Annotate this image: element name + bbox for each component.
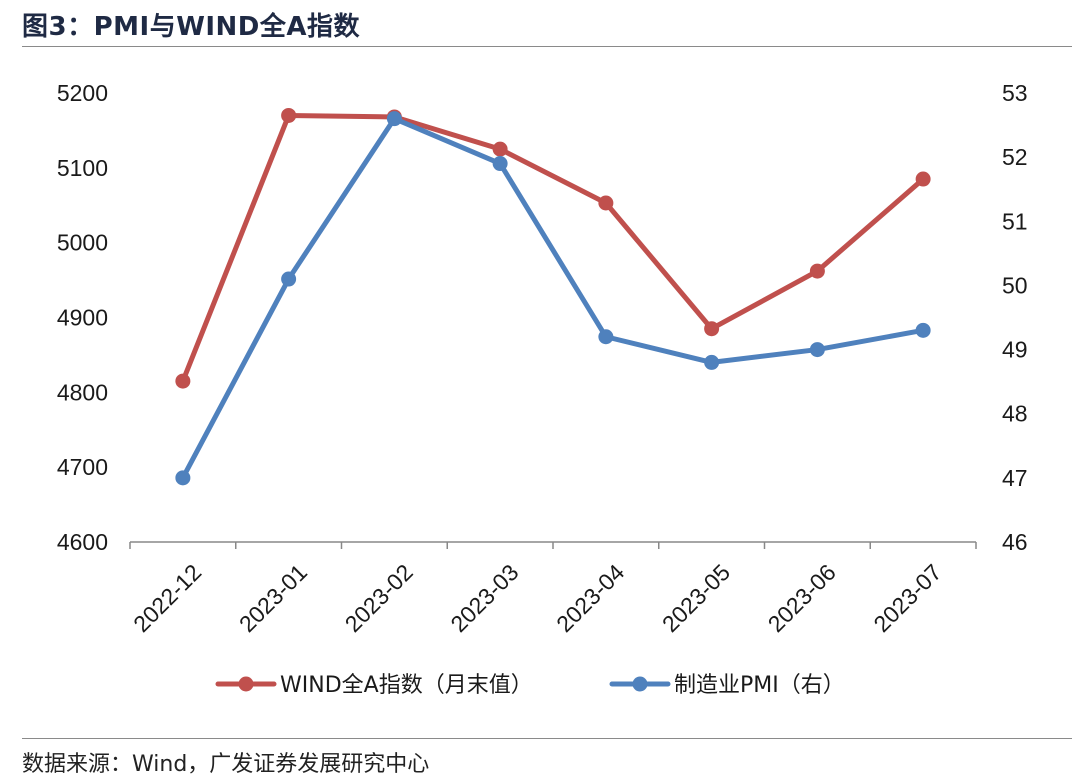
series-line-wind <box>180 112 926 384</box>
axes-group: 2022-12 2023-01 2023-02 2023-03 2023-04 2023-… <box>57 80 1028 637</box>
data-point-wind <box>281 107 297 123</box>
y-right-tick-label: 49 <box>1002 337 1028 363</box>
y-left-tick-label: 4900 <box>57 305 108 331</box>
legend-label: 制造业PMI（右） <box>674 673 845 698</box>
y-right-tick-label: 50 <box>1002 272 1028 298</box>
data-point-pmi <box>598 329 614 345</box>
data-point-pmi <box>809 342 825 358</box>
data-point-wind <box>704 321 720 337</box>
legend: WIND全A指数（月末值） 制造业PMI（右） <box>215 673 845 698</box>
data-point-pmi <box>704 354 720 370</box>
data-point-wind <box>915 171 931 187</box>
x-tick-label: 2023-03 <box>445 559 523 637</box>
data-point-wind <box>492 141 508 157</box>
y-right-tick-label: 48 <box>1002 401 1028 427</box>
y-left-tick-label: 5200 <box>57 80 108 106</box>
data-point-wind <box>809 263 825 279</box>
y-right-tick-label: 51 <box>1002 208 1028 234</box>
y-left-tick-label: 5000 <box>57 230 108 256</box>
data-point-wind <box>598 195 614 211</box>
series-lines <box>175 107 931 486</box>
figure-title: 图3：PMI与WIND全A指数 <box>22 12 361 42</box>
legend-swatch-marker <box>632 676 648 692</box>
series-line-pmi <box>180 116 926 481</box>
data-point-pmi <box>915 322 931 338</box>
y-right-tick-label: 46 <box>1002 529 1028 555</box>
data-point-pmi <box>492 156 508 172</box>
y-left-tick-label: 4700 <box>57 454 108 480</box>
legend-swatch-marker <box>238 676 254 692</box>
x-tick-label: 2023-01 <box>234 559 312 637</box>
x-tick-label: 2023-07 <box>868 559 946 637</box>
y-right-tick-label: 52 <box>1002 144 1028 170</box>
x-tick-label: 2023-06 <box>763 559 841 637</box>
data-point-pmi <box>281 271 297 287</box>
data-point-pmi <box>175 470 191 486</box>
legend-label: WIND全A指数（月末值） <box>280 673 533 698</box>
x-tick-label: 2023-04 <box>551 559 629 637</box>
x-tick-label: 2023-02 <box>340 559 418 637</box>
source-note: 数据来源：Wind，广发证券发展研究中心 <box>22 752 430 777</box>
x-tick-label: 2022-12 <box>128 559 206 637</box>
data-point-pmi <box>386 111 402 127</box>
y-right-tick-label: 47 <box>1002 465 1028 491</box>
y-left-tick-label: 4800 <box>57 379 108 405</box>
y-right-tick-label: 53 <box>1002 80 1028 106</box>
x-tick-label: 2023-05 <box>657 559 735 637</box>
y-left-tick-label: 4600 <box>57 529 108 555</box>
title-divider <box>22 46 1072 47</box>
data-point-wind <box>175 373 191 389</box>
source-divider <box>22 738 1072 739</box>
chart-area: 2022-12 2023-01 2023-02 2023-03 2023-04 2023-… <box>57 80 1028 698</box>
y-left-tick-label: 5100 <box>57 155 108 181</box>
